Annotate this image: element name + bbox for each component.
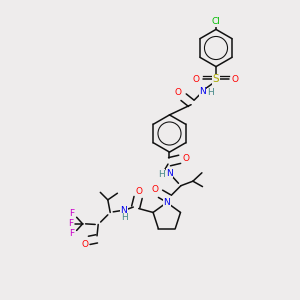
Text: O: O (182, 154, 189, 163)
Text: O: O (193, 75, 200, 84)
Text: N: N (164, 198, 170, 207)
Text: Cl: Cl (212, 17, 220, 26)
Text: O: O (151, 185, 158, 194)
Text: H: H (121, 213, 128, 222)
Text: H: H (208, 88, 214, 97)
Text: O: O (135, 187, 142, 196)
Text: O: O (81, 240, 88, 249)
Text: N: N (166, 169, 173, 178)
Text: N: N (120, 206, 127, 214)
Text: S: S (213, 74, 219, 84)
Text: F: F (69, 209, 74, 218)
Text: O: O (175, 88, 182, 97)
Text: O: O (232, 75, 239, 84)
Text: H: H (158, 170, 164, 179)
Text: F: F (69, 229, 74, 238)
Text: F: F (68, 219, 73, 228)
Text: N: N (199, 87, 206, 96)
